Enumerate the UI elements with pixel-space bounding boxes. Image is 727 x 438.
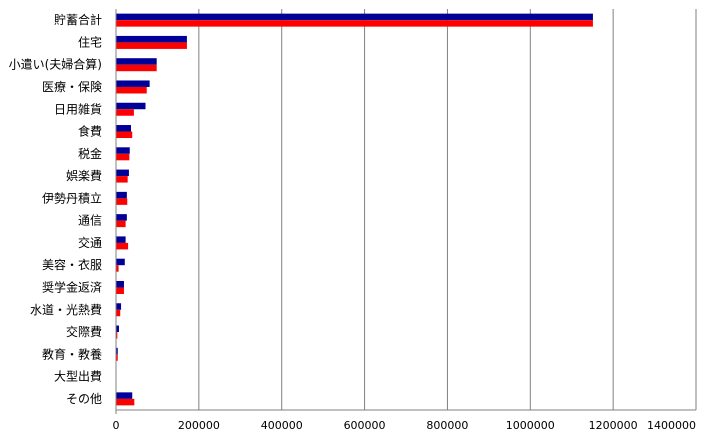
bar [116,42,187,49]
category-label: 教育・教養 [42,346,102,361]
category-label: 通信 [78,214,102,228]
bar [116,153,130,161]
bar [116,265,119,272]
category-label: その他 [66,392,102,406]
bar [116,58,157,65]
bar [116,169,129,177]
bar [116,280,124,288]
bar [116,303,122,310]
bar [116,309,121,317]
x-tick-label: 1200000 [589,419,638,432]
bar [116,347,118,355]
bar [116,80,150,87]
tick-labels: 0 200000 400000 600000 800000 1000000 1200000 1… [113,419,697,432]
category-label: 貯蓄合計 [54,12,102,27]
bar [116,220,126,228]
bar [116,198,128,205]
category-label: 伊勢丹積立 [42,190,102,205]
x-tick-label: 0 [113,419,120,432]
bar [116,287,124,294]
bar [116,191,127,199]
category-label: 奨学金返済 [42,279,102,294]
category-label: 医療・保険 [42,80,102,94]
category-label: 小遣い(夫婦合算) [9,57,102,72]
bar [116,242,129,250]
bar [116,35,187,43]
bar [116,325,119,333]
bar [116,13,593,21]
category-label: 税金 [78,146,102,161]
bar [116,354,118,361]
x-tick-label: 800000 [426,419,468,432]
x-tick-label: 1400000 [647,419,696,432]
category-label: 日用雑貨 [54,101,102,116]
bar [116,86,147,94]
bar [116,125,131,132]
x-tick-label: 1000000 [506,419,555,432]
bar [116,214,127,221]
category-label: 大型出費 [54,369,102,384]
bar [116,64,157,72]
x-tick-label: 200000 [178,419,220,432]
bar [116,131,133,139]
bar [116,392,133,399]
gridlines [198,9,697,410]
category-label: 食費 [78,124,102,139]
bar [116,176,128,183]
bar [116,236,126,243]
x-tick-label: 600000 [344,419,386,432]
bar [116,147,130,154]
bar [116,398,135,406]
bar [116,102,146,110]
x-tick-label: 400000 [261,419,303,432]
bar [116,20,593,27]
bar [116,332,118,339]
category-label: 水道・光熱費 [30,302,102,317]
category-label: 美容・衣服 [42,257,102,272]
bar [116,258,125,266]
bar [116,109,134,116]
category-label: 交際費 [66,324,102,339]
category-label: 娯楽費 [66,168,102,183]
bars [116,13,593,406]
category-label: 交通 [78,235,102,250]
category-label: 住宅 [78,34,102,49]
